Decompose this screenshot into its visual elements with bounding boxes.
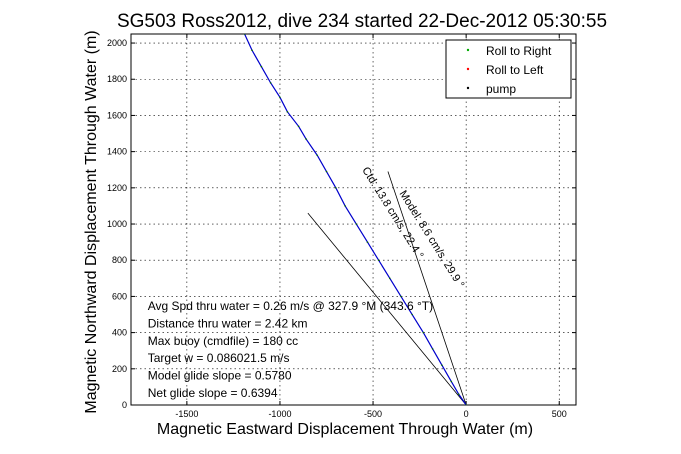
track-point — [377, 259, 380, 262]
y-tick-label: 1600 — [107, 110, 127, 120]
reference-line — [387, 171, 467, 405]
y-tick-label: 2000 — [107, 38, 127, 48]
y-tick-label: 1200 — [107, 183, 127, 193]
track-point — [389, 277, 391, 280]
y-tick-label: 1000 — [107, 219, 127, 229]
stat-line: Target w = 0.086021.5 m/s — [148, 351, 290, 365]
legend-marker — [466, 48, 470, 52]
legend-label: Roll to Right — [486, 44, 552, 58]
x-tick-label: 0 — [464, 409, 469, 419]
track-point — [325, 170, 328, 173]
track-point — [269, 82, 272, 84]
stat-line: Model glide slope = 0.5780 — [148, 369, 292, 383]
track-point — [260, 65, 263, 68]
track-point — [305, 138, 307, 140]
stat-line: Net glide slope = 0.6394 — [148, 386, 278, 400]
track-point — [411, 313, 413, 316]
y-tick-label: 200 — [112, 364, 127, 374]
y-tick-label: 800 — [112, 255, 127, 265]
stats-annotation: Avg Spd thru water = 0.26 m/s @ 327.9 °M… — [148, 299, 433, 400]
legend-marker — [466, 86, 470, 90]
stat-line: Avg Spd thru water = 0.26 m/s @ 327.9 °M… — [148, 299, 433, 313]
track-point — [450, 380, 453, 383]
x-axis-label: Magnetic Eastward Displacement Through W… — [157, 421, 533, 438]
track-point — [344, 205, 346, 207]
plot-frame — [130, 33, 577, 406]
y-tick-label: 1800 — [107, 74, 127, 84]
track-point — [366, 241, 369, 243]
track-point — [335, 187, 337, 189]
track-point — [243, 34, 246, 35]
x-tick-label: -1000 — [268, 409, 291, 419]
track-point — [400, 295, 402, 298]
track-point — [465, 404, 467, 405]
y-tick-label: 0 — [122, 400, 127, 410]
track-point — [441, 364, 443, 366]
track-point — [457, 393, 460, 395]
y-axis-label: Magnetic Northward Displacement Through … — [83, 30, 100, 413]
legend: Roll to Right Roll to Left pump — [445, 39, 572, 99]
track-point — [431, 348, 434, 350]
x-tick-label: -1500 — [175, 409, 198, 419]
legend-marker — [466, 67, 470, 71]
y-tick-label: 400 — [112, 328, 127, 338]
legend-label: pump — [486, 82, 516, 96]
track-point — [316, 154, 318, 157]
track-point — [251, 49, 253, 52]
track-point — [355, 223, 358, 225]
legend-label: Roll to Left — [486, 63, 544, 77]
track-point — [279, 96, 281, 99]
stat-line: Distance thru water = 2.42 km — [148, 316, 308, 330]
track-series-line — [244, 34, 467, 405]
chart-title: SG503 Ross2012, dive 234 started 22-Dec-… — [117, 11, 607, 32]
track-point — [422, 331, 425, 334]
y-tick-label: 600 — [112, 291, 127, 301]
track-point — [297, 125, 300, 128]
stat-line: Max buoy (cmdfile) = 180 cc — [148, 334, 298, 348]
track-point — [286, 111, 289, 113]
reference-line — [307, 212, 467, 405]
y-tick-label: 1400 — [107, 147, 127, 157]
x-tick-label: 500 — [552, 409, 567, 419]
x-tick-label: -500 — [364, 409, 382, 419]
